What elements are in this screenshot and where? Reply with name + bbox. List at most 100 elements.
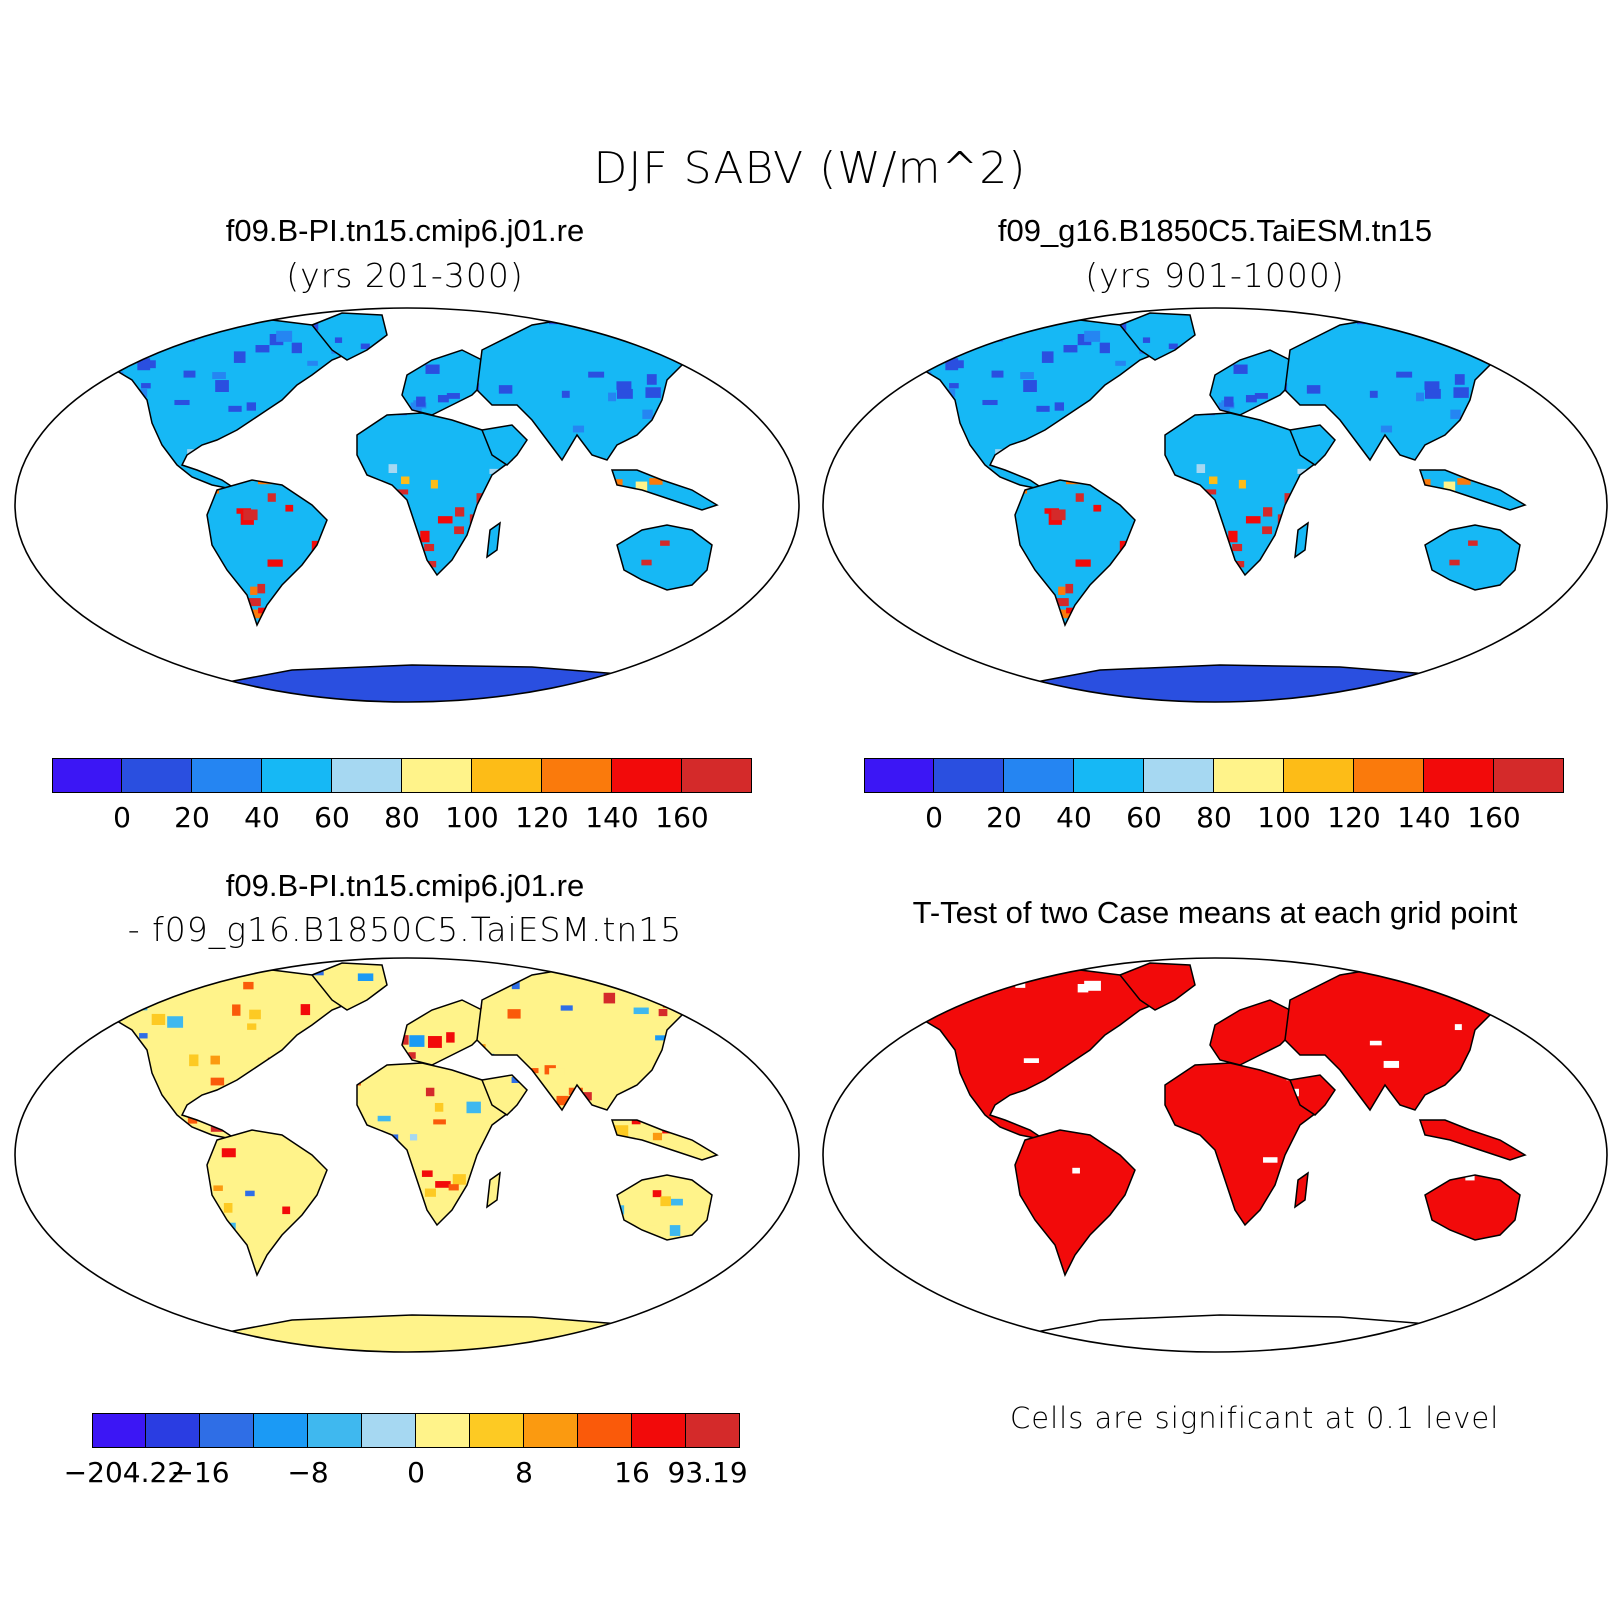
coastline bbox=[1418, 1119, 1527, 1161]
coastline bbox=[1424, 1174, 1521, 1241]
panel1-subtitle: (yrs 201-300) bbox=[286, 256, 524, 295]
colorbar-box bbox=[254, 1413, 308, 1448]
colorbar-label: 140 bbox=[1397, 801, 1451, 834]
coastline bbox=[310, 312, 388, 361]
colorbar-box bbox=[934, 758, 1004, 793]
coastline bbox=[206, 479, 328, 627]
continent-antarctica bbox=[985, 1315, 1500, 1352]
colorbar-box bbox=[1074, 758, 1144, 793]
colorbar-box bbox=[1004, 758, 1074, 793]
colorbar-label: 20 bbox=[174, 801, 210, 834]
map-difference bbox=[14, 957, 800, 1353]
colorbar-label: 60 bbox=[1126, 801, 1162, 834]
panel1-title: f09.B-PI.tn15.cmip6.j01.re bbox=[225, 213, 585, 248]
colorbar-label: 140 bbox=[585, 801, 639, 834]
colorbar-box bbox=[686, 1413, 740, 1448]
colorbar-box bbox=[472, 758, 542, 793]
colorbar-label: 40 bbox=[244, 801, 280, 834]
map-ttest bbox=[822, 957, 1608, 1353]
coastline bbox=[1209, 999, 1296, 1066]
coastline bbox=[401, 349, 488, 416]
coastline bbox=[480, 1074, 528, 1116]
colorbar-case2: 0 20 40 60 80 100 120 140 160 bbox=[864, 758, 1564, 843]
colorbar-label: 60 bbox=[314, 801, 350, 834]
colorbar-box bbox=[122, 758, 192, 793]
coastline bbox=[610, 1119, 719, 1161]
colorbar-box bbox=[1284, 758, 1354, 793]
colorbar-label: −16 bbox=[170, 1456, 230, 1489]
coastline bbox=[1288, 1074, 1336, 1116]
map-case1 bbox=[14, 307, 800, 703]
colorbar-box bbox=[52, 758, 122, 793]
colorbar-label: 100 bbox=[1257, 801, 1311, 834]
colorbar-box bbox=[1144, 758, 1214, 793]
coastline bbox=[1209, 349, 1296, 416]
coastline bbox=[486, 521, 501, 559]
colorbar-box bbox=[1214, 758, 1284, 793]
colorbar-box bbox=[200, 1413, 254, 1448]
coastline bbox=[356, 1062, 513, 1227]
colorbar-label: 0 bbox=[925, 801, 943, 834]
colorbar-box bbox=[524, 1413, 578, 1448]
colorbar-box bbox=[416, 1413, 470, 1448]
map-frame bbox=[822, 307, 1608, 703]
map-frame bbox=[14, 957, 800, 1353]
coastline bbox=[356, 412, 513, 577]
coastline bbox=[1118, 312, 1196, 361]
colorbar-label: 0 bbox=[407, 1456, 425, 1489]
coastline bbox=[616, 1174, 713, 1241]
colorbar-label: 120 bbox=[1327, 801, 1381, 834]
colorbar-box bbox=[1354, 758, 1424, 793]
colorbar-box bbox=[402, 758, 472, 793]
map-case2 bbox=[822, 307, 1608, 703]
colorbar-box bbox=[612, 758, 682, 793]
colorbar-box bbox=[332, 758, 402, 793]
colorbar-box bbox=[578, 1413, 632, 1448]
colorbar-label: 80 bbox=[1196, 801, 1232, 834]
colorbar-box bbox=[262, 758, 332, 793]
panel3-title: f09.B-PI.tn15.cmip6.j01.re bbox=[225, 868, 585, 903]
map-frame bbox=[822, 957, 1608, 1353]
figure-title: DJF SABV (W/m^2) bbox=[593, 143, 1027, 194]
coastline bbox=[486, 1171, 501, 1209]
coastline bbox=[1118, 962, 1196, 1011]
colorbar-case1: 0 20 40 60 80 100 120 140 160 bbox=[52, 758, 752, 843]
colorbar-label: 160 bbox=[655, 801, 709, 834]
coastline bbox=[1424, 524, 1521, 591]
coastline bbox=[206, 1129, 328, 1277]
colorbar-label: −8 bbox=[287, 1456, 329, 1489]
colorbar-label: 120 bbox=[515, 801, 569, 834]
panel4-title: T-Test of two Case means at each grid po… bbox=[912, 895, 1518, 930]
colorbar-box bbox=[146, 1413, 200, 1448]
coastline bbox=[610, 469, 719, 511]
colorbar-box bbox=[1494, 758, 1564, 793]
colorbar-label: 16 bbox=[614, 1456, 650, 1489]
colorbar-box bbox=[308, 1413, 362, 1448]
map-frame bbox=[14, 307, 800, 703]
coastline bbox=[1418, 469, 1527, 511]
colorbar-box bbox=[92, 1413, 146, 1448]
panel2-subtitle: (yrs 901-1000) bbox=[1085, 256, 1345, 295]
continent-antarctica bbox=[177, 665, 692, 702]
colorbar-label: 0 bbox=[113, 801, 131, 834]
colorbar-label: 8 bbox=[515, 1456, 533, 1489]
coastline bbox=[1294, 521, 1309, 559]
colorbar-label: 160 bbox=[1467, 801, 1521, 834]
colorbar-box bbox=[682, 758, 752, 793]
colorbar-label: 80 bbox=[384, 801, 420, 834]
continent-seAsia bbox=[1420, 1120, 1525, 1160]
coastline bbox=[616, 524, 713, 591]
colorbar-label: 100 bbox=[445, 801, 499, 834]
coastline bbox=[1164, 1062, 1321, 1227]
continent-australia bbox=[617, 1175, 712, 1240]
coastline bbox=[1294, 1171, 1309, 1209]
coastline bbox=[310, 962, 388, 1011]
colorbar-label: −204.22 bbox=[63, 1456, 186, 1489]
coastline bbox=[1288, 424, 1336, 466]
continent-antarctica bbox=[177, 1315, 692, 1352]
colorbar-box bbox=[864, 758, 934, 793]
coastline bbox=[1014, 479, 1136, 627]
colorbar-box bbox=[1424, 758, 1494, 793]
colorbar-box bbox=[192, 758, 262, 793]
